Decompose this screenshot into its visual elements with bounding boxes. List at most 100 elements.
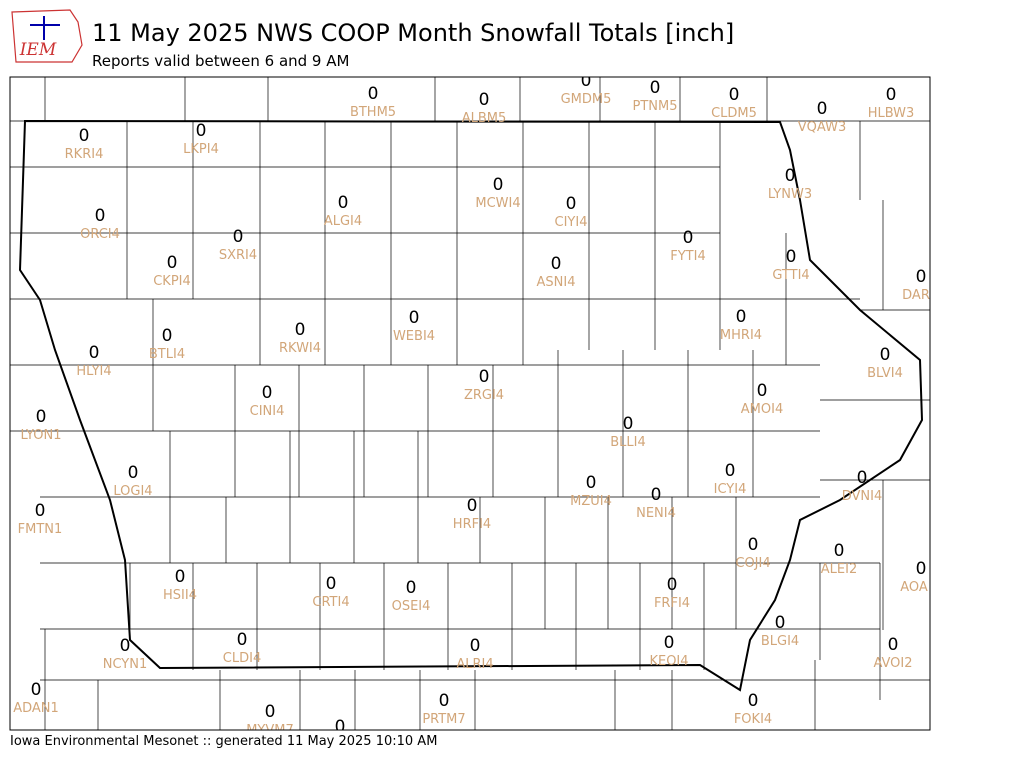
station-value: 0 [439, 691, 450, 711]
station-id: ASNI4 [537, 275, 576, 290]
station-id: PRTM7 [422, 712, 465, 727]
station-id: KEOI4 [649, 654, 688, 669]
station-value: 0 [785, 166, 796, 186]
station-value: 0 [493, 175, 504, 195]
station-value: 0 [916, 267, 927, 287]
station-value: 0 [651, 485, 662, 505]
station-id: BLGI4 [761, 634, 799, 649]
station-id: FOKI4 [734, 712, 772, 727]
station-id: BLVI4 [867, 366, 903, 381]
logo: IEM [11, 9, 83, 63]
station-id: HSII4 [163, 588, 197, 603]
station-value: 0 [916, 559, 927, 579]
station-id: VQAW3 [798, 120, 846, 135]
station-id: GMDM5 [561, 92, 612, 107]
station-value: 0 [175, 567, 186, 587]
station-id: CIYI4 [555, 215, 588, 230]
state-border [18, 119, 924, 692]
station-id: LOGI4 [113, 484, 152, 499]
station-id: RKRI4 [65, 147, 104, 162]
station-value: 0 [664, 633, 675, 653]
station-id: HLBW3 [868, 106, 915, 121]
station-id: ALGI4 [324, 214, 362, 229]
station-id: MCWI4 [475, 196, 520, 211]
station-id: NENI4 [636, 506, 676, 521]
station-id: FMTN1 [18, 522, 63, 537]
station-id: MHRI4 [720, 328, 762, 343]
station-value: 0 [335, 717, 346, 737]
station-value: 0 [479, 90, 490, 110]
station-id: BTHM5 [350, 105, 396, 120]
station-id: ICYI4 [714, 482, 747, 497]
station-value: 0 [886, 85, 897, 105]
station-id: SXRI4 [219, 248, 257, 263]
station-id: MZUI4 [570, 494, 612, 509]
map-frame [9, 76, 931, 731]
station-value: 0 [834, 541, 845, 561]
station-id: LYNW3 [768, 187, 812, 202]
title: 11 May 2025 NWS COOP Month Snowfall Tota… [92, 19, 734, 47]
station-value: 0 [586, 473, 597, 493]
station-value: 0 [857, 468, 868, 488]
station-id: WEBI4 [393, 329, 435, 344]
logo-text: IEM [19, 40, 57, 60]
station-value: 0 [265, 702, 276, 722]
station-value: 0 [36, 407, 47, 427]
station-id: ORCI4 [80, 227, 120, 242]
station-id: ALEI2 [821, 562, 857, 577]
station-value: 0 [409, 308, 420, 328]
station-value: 0 [326, 574, 337, 594]
station-value: 0 [295, 320, 306, 340]
station-value: 0 [650, 78, 661, 98]
station-id: LKPI4 [183, 142, 219, 157]
station-id: LYON1 [21, 428, 62, 443]
station-id: ALBM5 [462, 111, 507, 126]
county-lines [10, 77, 930, 730]
station-value: 0 [406, 578, 417, 598]
station-id: PTNM5 [633, 99, 678, 114]
station-id: DVNI4 [842, 489, 883, 504]
station-id: GTTI4 [772, 268, 809, 283]
station-id: CLDI4 [223, 651, 261, 666]
station-value: 0 [167, 253, 178, 273]
station-value: 0 [31, 680, 42, 700]
station-value: 0 [729, 85, 740, 105]
station-value: 0 [470, 636, 481, 656]
station-id: AMOI4 [741, 402, 783, 417]
station-value: 0 [775, 613, 786, 633]
station-value: 0 [262, 383, 273, 403]
station-value: 0 [196, 121, 207, 141]
station-id: CLDM5 [711, 106, 757, 121]
station-value: 0 [736, 307, 747, 327]
station-value: 0 [479, 367, 490, 387]
station-value: 0 [95, 206, 106, 226]
station-value: 0 [623, 414, 634, 434]
station-value: 0 [581, 71, 592, 91]
station-id: AVOI2 [873, 656, 912, 671]
station-id: HLYI4 [76, 364, 111, 379]
station-value: 0 [467, 496, 478, 516]
station-value: 0 [120, 636, 131, 656]
station-id: ALRI4 [456, 657, 493, 672]
station-id: BTLI4 [149, 347, 185, 362]
station-value: 0 [748, 691, 759, 711]
station-id: FYTI4 [670, 249, 705, 264]
station-value: 0 [757, 381, 768, 401]
station-id: MYVM7 [246, 723, 294, 738]
station-value: 0 [79, 126, 90, 146]
station-value: 0 [725, 461, 736, 481]
station-value: 0 [786, 247, 797, 267]
station-value: 0 [128, 463, 139, 483]
station-id: DAR [902, 288, 930, 303]
station-id: HRFI4 [453, 517, 491, 532]
station-value: 0 [237, 630, 248, 650]
station-value: 0 [683, 228, 694, 248]
station-value: 0 [817, 99, 828, 119]
station-id: CINI4 [250, 404, 285, 419]
station-value: 0 [368, 84, 379, 104]
station-id: AOA [900, 580, 928, 595]
